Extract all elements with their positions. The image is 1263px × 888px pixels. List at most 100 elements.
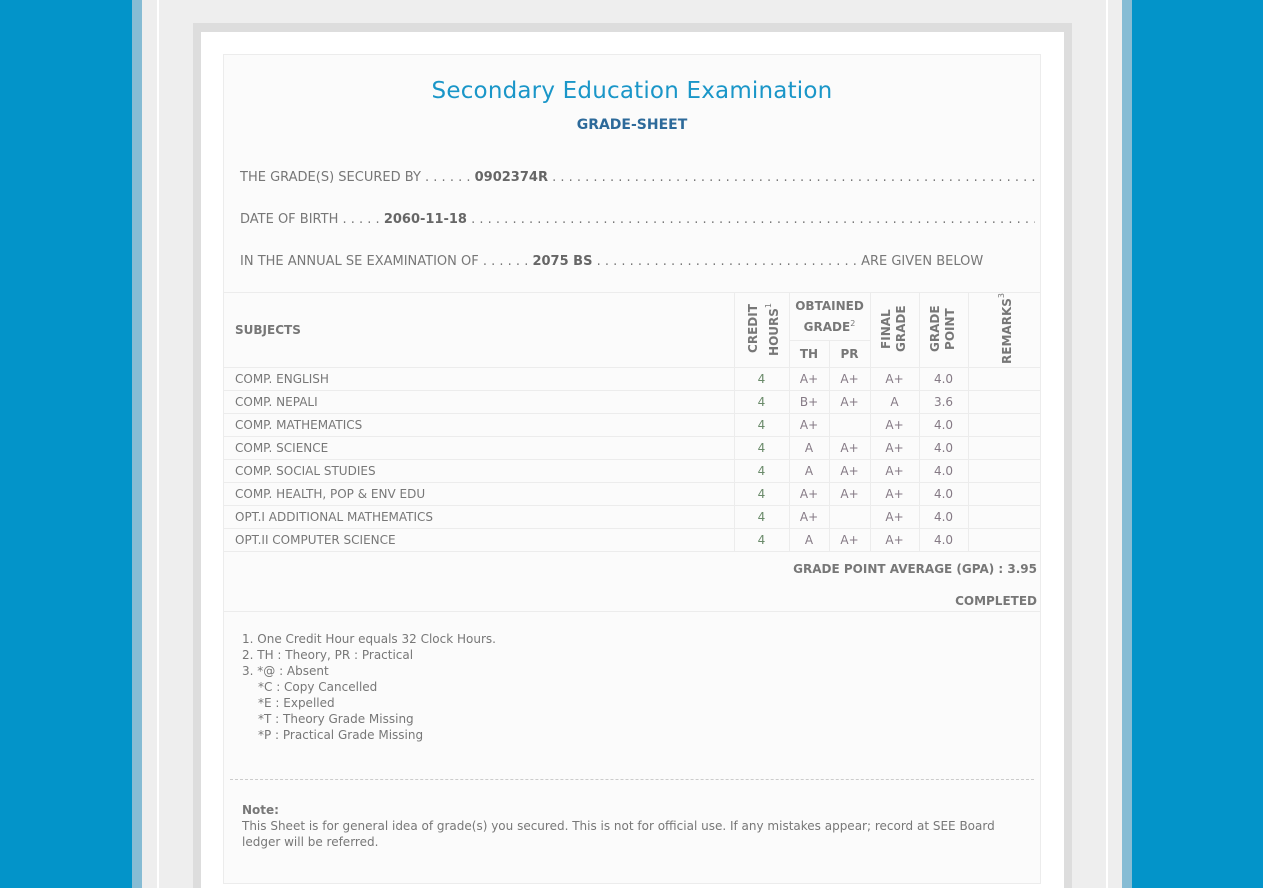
legend: 1. One Credit Hour equals 32 Clock Hours… [242, 631, 496, 743]
header-remarks: REMARKS3 [967, 292, 1040, 368]
remarks-cell [967, 366, 1040, 391]
symbol-number: 0902374R [474, 170, 548, 185]
header-subjects: SUBJECTS [224, 292, 735, 368]
gpa: GRADE POINT AVERAGE (GPA) : 3.95 [793, 562, 1037, 576]
legend-item: *E : Expelled [258, 696, 335, 710]
final-grade-cell: A+ [869, 412, 920, 437]
grades-table: SUBJECTS CREDIT HOURS1 OBTAINED GRADE2 F… [224, 291, 1040, 552]
pr-grade-cell: A+ [828, 435, 871, 460]
left-stripe [132, 0, 142, 888]
credit-cell: 4 [733, 366, 790, 391]
legend-item: 1. One Credit Hour equals 32 Clock Hours… [242, 632, 496, 646]
th-grade-cell: A+ [788, 366, 830, 391]
remarks-cell [967, 435, 1040, 460]
date-of-birth: 2060-11-18 [383, 212, 467, 227]
note: Note: This Sheet is for general idea of … [242, 802, 1032, 850]
credit-cell: 4 [733, 389, 790, 414]
grade-point-cell: 4.0 [918, 481, 969, 506]
frame [193, 23, 1072, 888]
credit-cell: 4 [733, 504, 790, 529]
grade-sheet: Secondary Education Examination GRADE-SH… [223, 54, 1041, 884]
th-grade-cell: A [788, 458, 830, 483]
remarks-cell [967, 458, 1040, 483]
note-text: This Sheet is for general idea of grade(… [242, 819, 995, 849]
credit-cell: 4 [733, 458, 790, 483]
page-subtitle: GRADE-SHEET [576, 117, 688, 133]
info-label: DATE OF BIRTH [240, 212, 339, 227]
subject-cell: OPT.II COMPUTER SCIENCE [224, 527, 735, 552]
table-row: COMP. ENGLISH 4 A+ A+ A+ 4.0 [224, 366, 1040, 391]
legend-item: *T : Theory Grade Missing [258, 712, 414, 726]
exam-year: 2075 BS [532, 254, 593, 269]
table-row: COMP. HEALTH, POP & ENV EDU 4 A+ A+ A+ 4.0 [224, 481, 1040, 506]
credit-cell: 4 [733, 527, 790, 552]
legend-item: 3. *@ : Absent [242, 664, 329, 678]
info-symbol: THE GRADE(S) SECURED BY . . . . . . 0902… [240, 170, 1035, 185]
info-suffix: ARE GIVEN BELOW [861, 254, 984, 269]
legend-item: 2. TH : Theory, PR : Practical [242, 648, 414, 662]
remarks-cell [967, 504, 1040, 529]
page-container: Secondary Education Examination GRADE-SH… [142, 0, 1122, 888]
subject-cell: COMP. ENGLISH [224, 366, 735, 391]
right-stripe [1122, 0, 1132, 888]
info-dob: DATE OF BIRTH . . . . . 2060-11-18 . . .… [240, 212, 1035, 227]
final-grade-cell: A+ [869, 527, 920, 552]
credit-cell: 4 [733, 412, 790, 437]
grade-point-cell: 4.0 [918, 435, 969, 460]
final-grade-cell: A+ [869, 481, 920, 506]
final-grade-cell: A+ [869, 504, 920, 529]
subject-cell: COMP. SOCIAL STUDIES [224, 458, 735, 483]
divider [230, 779, 1034, 780]
header-obtained: OBTAINED GRADE2 [788, 291, 871, 342]
pr-grade-cell: A+ [828, 458, 871, 483]
header-point: GRADE POINT [918, 292, 969, 368]
table-row: COMP. SCIENCE 4 A A+ A+ 4.0 [224, 435, 1040, 460]
final-grade-cell: A [869, 389, 920, 414]
note-label: Note: [242, 803, 279, 817]
grade-point-cell: 4.0 [918, 527, 969, 552]
credit-cell: 4 [733, 481, 790, 506]
table-row: OPT.I ADDITIONAL MATHEMATICS 4 A+ A+ 4.0 [224, 504, 1040, 529]
grade-point-cell: 4.0 [918, 458, 969, 483]
subject-cell: COMP. MATHEMATICS [224, 412, 735, 437]
info-label: THE GRADE(S) SECURED BY [240, 170, 421, 185]
pr-grade-cell [828, 412, 871, 437]
remarks-cell [967, 527, 1040, 552]
th-grade-cell: A [788, 435, 830, 460]
divider [157, 0, 159, 888]
th-grade-cell: A [788, 527, 830, 552]
legend-item: *C : Copy Cancelled [258, 680, 378, 694]
page-title: Secondary Education Examination [431, 78, 833, 104]
grade-point-cell: 4.0 [918, 504, 969, 529]
credit-cell: 4 [733, 435, 790, 460]
header-credit: CREDIT HOURS1 [733, 292, 790, 368]
remarks-cell [967, 389, 1040, 414]
divider [224, 611, 1040, 612]
remarks-cell [967, 412, 1040, 437]
th-grade-cell: A+ [788, 504, 830, 529]
table-row: COMP. MATHEMATICS 4 A+ A+ 4.0 [224, 412, 1040, 437]
info-label: IN THE ANNUAL SE EXAMINATION OF [240, 254, 479, 269]
pr-grade-cell: A+ [828, 527, 871, 552]
subject-cell: OPT.I ADDITIONAL MATHEMATICS [224, 504, 735, 529]
pr-grade-cell [828, 504, 871, 529]
header-final: FINAL GRADE [869, 292, 920, 368]
legend-item: *P : Practical Grade Missing [258, 728, 424, 742]
info-exam: IN THE ANNUAL SE EXAMINATION OF . . . . … [240, 254, 984, 269]
header-th: TH [788, 340, 830, 368]
grade-point-cell: 3.6 [918, 389, 969, 414]
table-row: COMP. SOCIAL STUDIES 4 A A+ A+ 4.0 [224, 458, 1040, 483]
subject-cell: COMP. HEALTH, POP & ENV EDU [224, 481, 735, 506]
pr-grade-cell: A+ [828, 481, 871, 506]
th-grade-cell: A+ [788, 412, 830, 437]
th-grade-cell: A+ [788, 481, 830, 506]
final-grade-cell: A+ [869, 435, 920, 460]
table-row: COMP. NEPALI 4 B+ A+ A 3.6 [224, 389, 1040, 414]
grade-point-cell: 4.0 [918, 412, 969, 437]
subject-cell: COMP. NEPALI [224, 389, 735, 414]
header-pr: PR [828, 340, 871, 368]
divider [1106, 0, 1108, 888]
pr-grade-cell: A+ [828, 389, 871, 414]
th-grade-cell: B+ [788, 389, 830, 414]
grade-point-cell: 4.0 [918, 366, 969, 391]
